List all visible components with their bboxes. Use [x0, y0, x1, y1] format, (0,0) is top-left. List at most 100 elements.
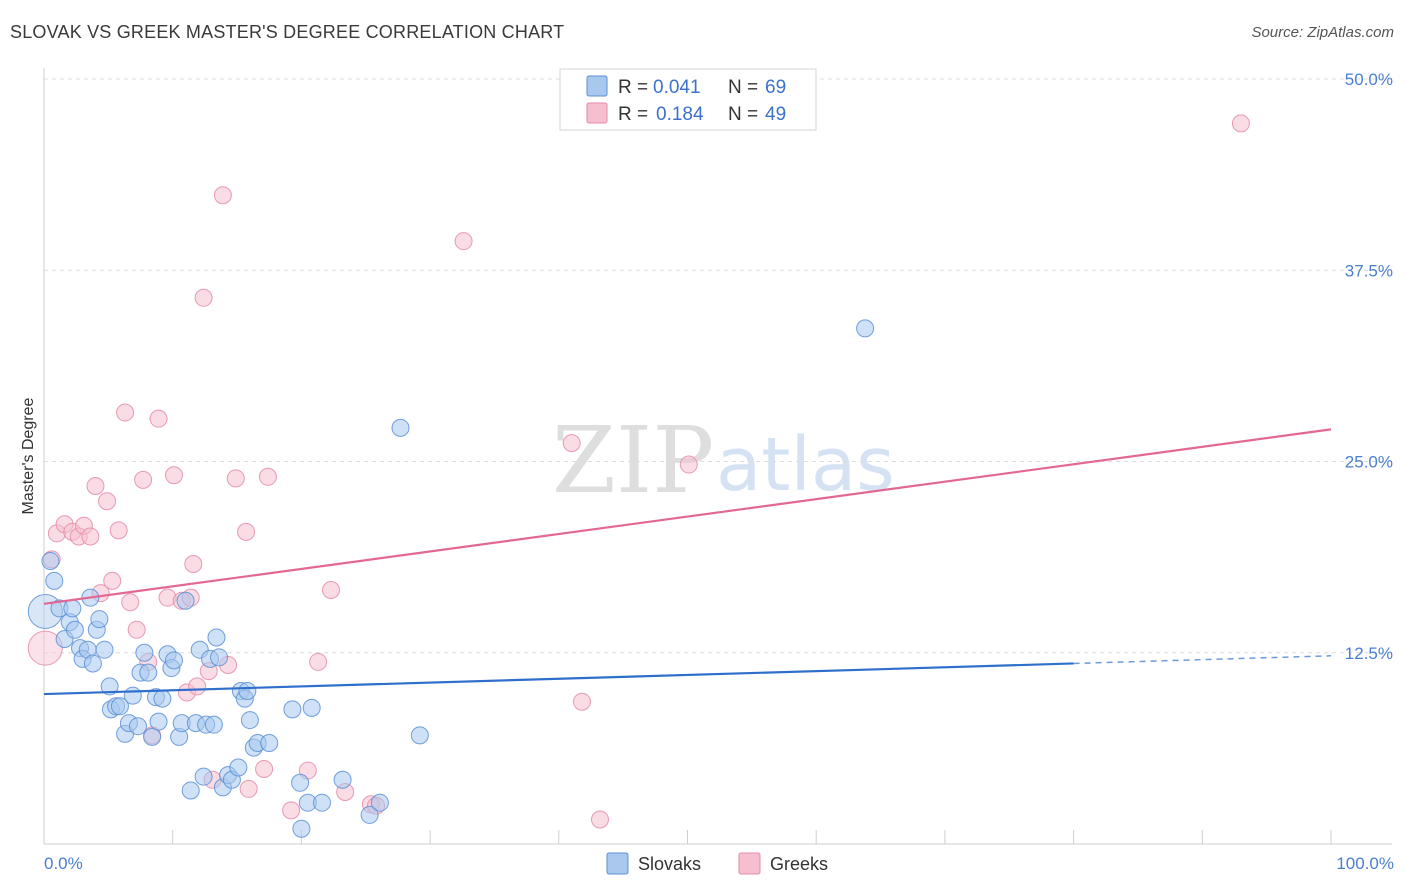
greeks-point-8 — [86, 476, 105, 495]
slovaks-point-22 — [123, 686, 142, 705]
legend: R = 0.041 N = 69 R = 0.184 N = 49 — [559, 68, 817, 131]
greeks-point-45 — [562, 434, 581, 453]
slovaks-point-30 — [153, 689, 172, 708]
x-tick-label-min: 0.0% — [44, 854, 83, 873]
slovaks-point-53 — [240, 711, 259, 730]
slovaks-point-64 — [360, 805, 379, 824]
watermark-atlas: atlas — [716, 422, 895, 508]
slovaks-trend-line — [43, 662, 1074, 696]
legend-n-value-slovaks: 69 — [765, 77, 786, 98]
slovaks-point-49 — [229, 758, 248, 777]
slovaks-point-2 — [45, 571, 64, 590]
greeks-point-47 — [590, 810, 609, 829]
bottom-legend-swatch-greeks — [738, 852, 761, 875]
greeks-point-25 — [184, 555, 203, 574]
legend-swatch-slovaks — [586, 75, 608, 97]
chart-title: SLOVAK VS GREEK MASTER'S DEGREE CORRELAT… — [10, 22, 565, 42]
greeks-point-39 — [309, 652, 328, 671]
slovaks-point-29 — [149, 712, 168, 731]
legend-r-value-greeks: 0.184 — [656, 104, 704, 125]
axes — [43, 68, 1392, 845]
y-tick-label-3: 50.0% — [1345, 70, 1393, 89]
slovaks-point-12 — [83, 654, 102, 673]
slovaks-point-40 — [194, 767, 213, 786]
greeks-point-19 — [149, 409, 168, 428]
slovaks-point-33 — [164, 651, 183, 670]
slovaks-point-26 — [139, 663, 158, 682]
greeks-point-7 — [81, 527, 100, 546]
slovaks-point-15 — [95, 640, 114, 659]
slovaks-point-67 — [410, 726, 429, 745]
greeks-point-11 — [103, 571, 122, 590]
slovaks-point-62 — [312, 793, 331, 812]
greeks-point-26 — [188, 677, 207, 696]
slovaks-point-37 — [181, 781, 200, 800]
legend-n-value-greeks: 49 — [765, 104, 786, 125]
slovaks-point-68 — [856, 319, 875, 338]
slovaks-point-25 — [135, 643, 154, 662]
slovaks-point-59 — [292, 819, 311, 838]
slovaks-point-66 — [391, 418, 410, 437]
bottom-legend-label-slovaks: Slovaks — [638, 854, 701, 874]
slovaks-point-7 — [65, 620, 84, 639]
slovaks-point-36 — [176, 591, 195, 610]
slovaks-point-52 — [238, 682, 257, 700]
y-axis-label: Master's Degree — [20, 397, 37, 514]
slovaks-point-19 — [110, 697, 129, 716]
greeks-point-33 — [237, 522, 256, 541]
greeks-point-16 — [134, 470, 153, 489]
y-tick-label-1: 25.0% — [1345, 453, 1393, 472]
slovaks-point-57 — [283, 700, 302, 719]
slovaks-trend-line-extension — [1073, 655, 1332, 665]
legend-r-label-greeks: R = — [618, 104, 648, 125]
grid-lines — [44, 78, 1392, 654]
greeks-point-21 — [164, 466, 183, 485]
legend-n-label-greeks: N = — [728, 104, 758, 125]
greeks-point-32 — [226, 469, 245, 488]
slovaks-point-43 — [204, 715, 223, 734]
slovaks-point-61 — [302, 698, 321, 717]
slovaks-point-14 — [90, 610, 109, 629]
greeks-points — [27, 114, 1250, 829]
greeks-point-14 — [121, 593, 140, 612]
greeks-point-12 — [109, 521, 128, 540]
greeks-point-15 — [127, 620, 146, 639]
slovaks-point-27 — [143, 727, 162, 746]
y-tick-label-2: 37.5% — [1345, 261, 1393, 280]
greeks-point-27 — [194, 288, 213, 307]
legend-swatch-greeks — [586, 102, 608, 124]
greeks-point-30 — [213, 186, 232, 205]
greeks-point-48 — [679, 455, 698, 474]
greeks-point-35 — [255, 760, 274, 779]
x-tick-label-max: 100.0% — [1336, 854, 1394, 873]
greeks-point-0 — [27, 630, 63, 666]
slovaks-point-6 — [63, 599, 82, 618]
slovaks-point-45 — [210, 648, 229, 667]
bottom-legend-label-greeks: Greeks — [770, 854, 828, 874]
bottom-legend-swatch-slovaks — [606, 852, 629, 875]
greeks-point-13 — [116, 403, 135, 422]
greeks-trend-line — [43, 428, 1332, 605]
greeks-point-34 — [239, 779, 258, 798]
slovaks-point-23 — [128, 717, 147, 736]
slovaks-point-44 — [207, 628, 226, 647]
legend-r-value-slovaks: 0.041 — [653, 77, 701, 98]
slovaks-point-16 — [100, 677, 119, 696]
bottom-legend: Slovaks Greeks — [606, 852, 828, 875]
greeks-point-46 — [572, 692, 591, 711]
greeks-point-40 — [322, 581, 341, 600]
legend-r-label-slovaks: R = — [618, 77, 648, 98]
greeks-point-49 — [1231, 114, 1250, 133]
legend-n-label-slovaks: N = — [728, 77, 758, 98]
x-ticks — [43, 830, 1332, 844]
greeks-point-37 — [282, 801, 301, 820]
slovaks-point-1 — [41, 551, 60, 570]
slovaks-points — [27, 319, 875, 838]
slovaks-point-65 — [370, 793, 389, 812]
trend-lines — [43, 428, 1332, 696]
slovaks-point-63 — [333, 770, 352, 789]
y-tick-label-0: 12.5% — [1345, 644, 1393, 663]
greeks-point-36 — [258, 467, 277, 486]
greeks-point-44 — [454, 232, 473, 251]
